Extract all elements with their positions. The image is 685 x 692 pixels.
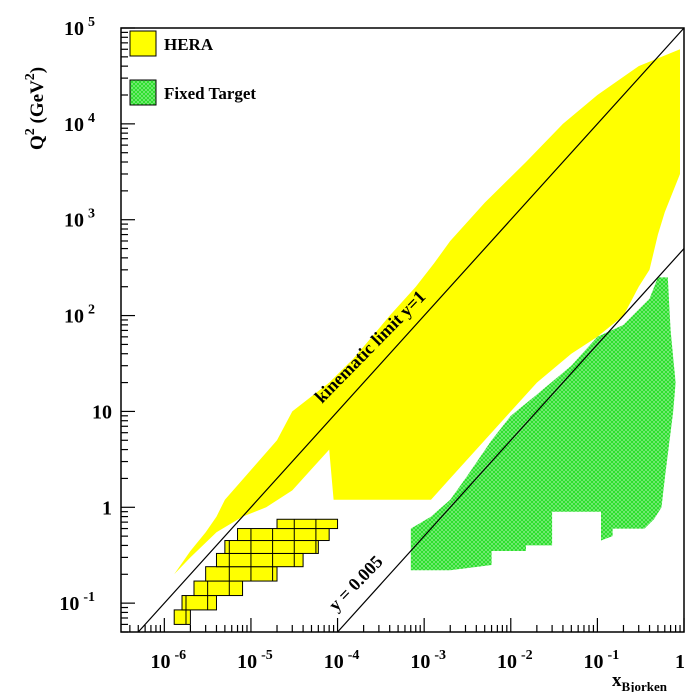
hera-bin-row [193, 580, 244, 597]
y-tick-label: 10 [92, 401, 112, 423]
plot-area [137, 28, 684, 632]
x-tick-label: 10 -6 [150, 648, 186, 673]
y-axis-label: Q2 (GeV2) [23, 67, 48, 150]
hera-bin-row [224, 540, 319, 554]
kinematic-line [337, 248, 684, 632]
legend-swatch [129, 30, 157, 57]
y-0005-label: y = 0.005 [324, 551, 386, 614]
hera-bin-row [181, 595, 217, 611]
hera-bin-row [173, 609, 191, 625]
hera-bin-row [205, 566, 278, 582]
kinematic-line [137, 28, 684, 632]
x-axis-label: xBjorken [612, 670, 668, 692]
legend-swatch [129, 79, 157, 106]
y-tick-label: 10 3 [64, 207, 95, 232]
x-tick-label: 10 -5 [237, 648, 273, 673]
y-tick-label: 1 [102, 497, 112, 519]
y-tick-label: 10 5 [64, 15, 95, 40]
legend-label: HERA [164, 35, 214, 54]
y-tick-label: 10 2 [64, 303, 95, 328]
x-tick-label: 10 -3 [410, 648, 446, 673]
y-tick-label: 10 4 [64, 111, 95, 136]
y-tick-label: 10 -1 [59, 590, 95, 615]
x-tick-label: 10 -2 [497, 648, 533, 673]
plot-clip-group [137, 28, 684, 632]
legend-label: Fixed Target [164, 84, 256, 103]
x-tick-label: 1 [675, 651, 685, 673]
x-tick-label: 10 -4 [324, 648, 360, 673]
series-region-fixed-target [410, 277, 676, 571]
hera-bin-row [276, 518, 339, 530]
x-tick-label: 10 -1 [584, 648, 620, 673]
legend: HERA Fixed Target [129, 30, 256, 106]
